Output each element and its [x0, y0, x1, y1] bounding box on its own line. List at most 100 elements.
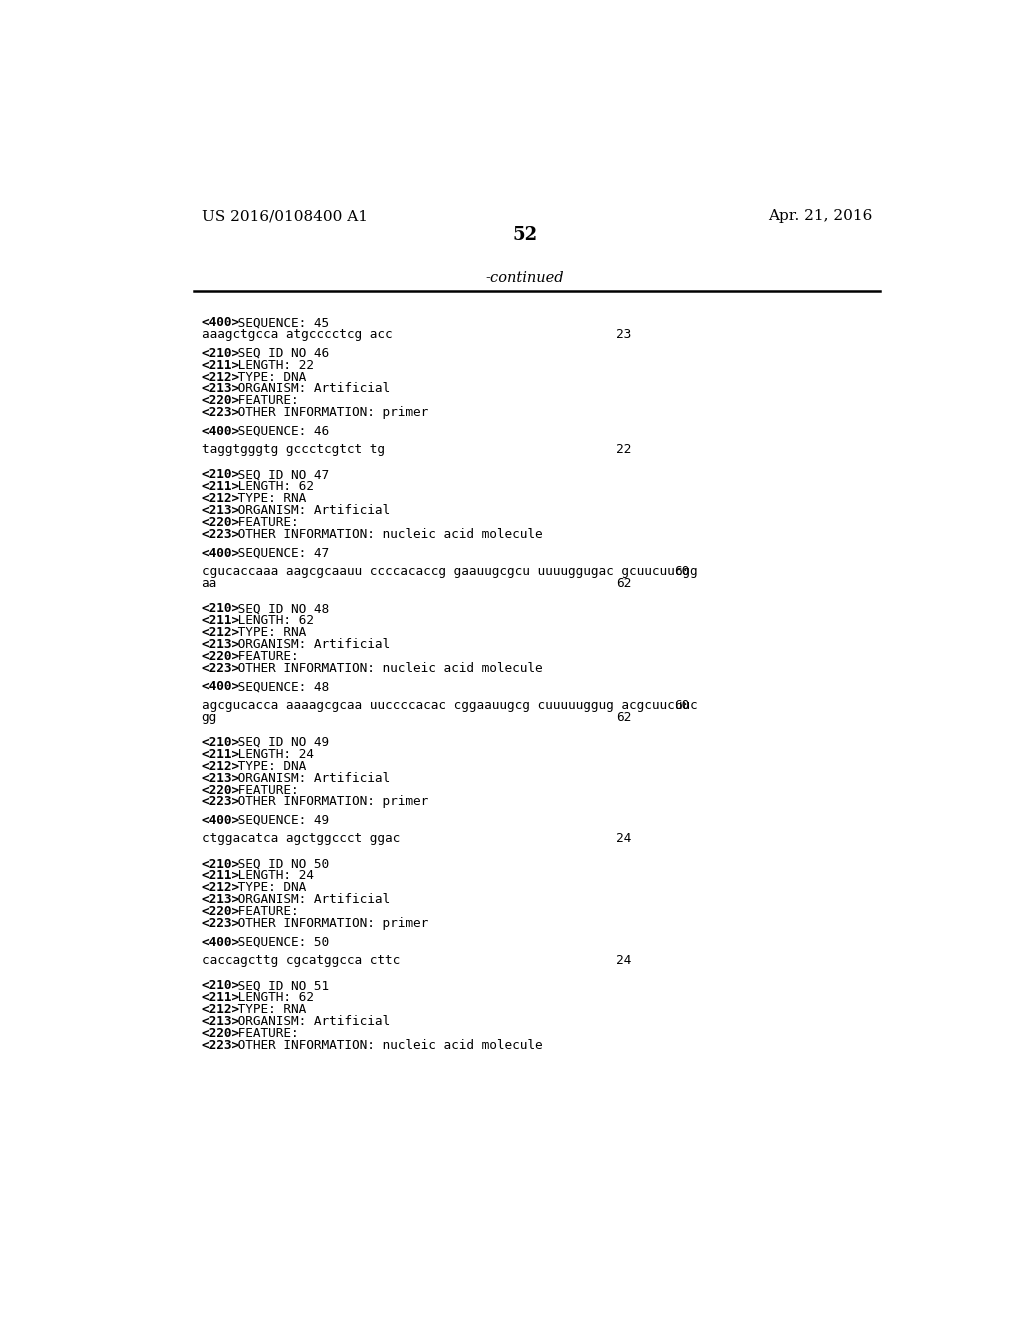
Text: ORGANISM: Artificial: ORGANISM: Artificial — [229, 504, 390, 517]
Text: <213>: <213> — [202, 894, 240, 907]
Text: LENGTH: 62: LENGTH: 62 — [229, 991, 313, 1005]
Text: 60: 60 — [675, 565, 689, 578]
Text: OTHER INFORMATION: nucleic acid molecule: OTHER INFORMATION: nucleic acid molecule — [229, 528, 542, 541]
Text: SEQ ID NO 46: SEQ ID NO 46 — [229, 347, 329, 359]
Text: 62: 62 — [616, 710, 632, 723]
Text: <210>: <210> — [202, 735, 240, 748]
Text: 52: 52 — [512, 227, 538, 244]
Text: <213>: <213> — [202, 383, 240, 396]
Text: ORGANISM: Artificial: ORGANISM: Artificial — [229, 1015, 390, 1028]
Text: LENGTH: 22: LENGTH: 22 — [229, 359, 313, 372]
Text: ORGANISM: Artificial: ORGANISM: Artificial — [229, 772, 390, 784]
Text: SEQUENCE: 47: SEQUENCE: 47 — [229, 546, 329, 560]
Text: <211>: <211> — [202, 870, 240, 883]
Text: <220>: <220> — [202, 649, 240, 663]
Text: SEQUENCE: 46: SEQUENCE: 46 — [229, 425, 329, 438]
Text: <213>: <213> — [202, 638, 240, 651]
Text: <211>: <211> — [202, 614, 240, 627]
Text: <210>: <210> — [202, 979, 240, 993]
Text: <213>: <213> — [202, 504, 240, 517]
Text: TYPE: DNA: TYPE: DNA — [229, 882, 306, 895]
Text: Apr. 21, 2016: Apr. 21, 2016 — [768, 209, 872, 223]
Text: US 2016/0108400 A1: US 2016/0108400 A1 — [202, 209, 368, 223]
Text: FEATURE:: FEATURE: — [229, 906, 298, 919]
Text: <223>: <223> — [202, 407, 240, 420]
Text: <212>: <212> — [202, 492, 240, 506]
Text: <210>: <210> — [202, 602, 240, 615]
Text: LENGTH: 62: LENGTH: 62 — [229, 480, 313, 494]
Text: FEATURE:: FEATURE: — [229, 784, 298, 796]
Text: <210>: <210> — [202, 469, 240, 482]
Text: <213>: <213> — [202, 1015, 240, 1028]
Text: <211>: <211> — [202, 991, 240, 1005]
Text: <400>: <400> — [202, 546, 240, 560]
Text: 22: 22 — [616, 444, 632, 457]
Text: FEATURE:: FEATURE: — [229, 516, 298, 529]
Text: aa: aa — [202, 577, 217, 590]
Text: <220>: <220> — [202, 906, 240, 919]
Text: <400>: <400> — [202, 425, 240, 438]
Text: taggtgggtg gccctcgtct tg: taggtgggtg gccctcgtct tg — [202, 444, 385, 457]
Text: <223>: <223> — [202, 661, 240, 675]
Text: ORGANISM: Artificial: ORGANISM: Artificial — [229, 383, 390, 396]
Text: OTHER INFORMATION: primer: OTHER INFORMATION: primer — [229, 917, 428, 931]
Text: <400>: <400> — [202, 936, 240, 949]
Text: LENGTH: 24: LENGTH: 24 — [229, 870, 313, 883]
Text: 24: 24 — [616, 833, 632, 845]
Text: <212>: <212> — [202, 626, 240, 639]
Text: LENGTH: 24: LENGTH: 24 — [229, 747, 313, 760]
Text: <223>: <223> — [202, 1039, 240, 1052]
Text: TYPE: RNA: TYPE: RNA — [229, 1003, 306, 1016]
Text: OTHER INFORMATION: primer: OTHER INFORMATION: primer — [229, 407, 428, 420]
Text: TYPE: DNA: TYPE: DNA — [229, 759, 306, 772]
Text: agcgucacca aaaagcgcaa uuccccacac cggaauugcg cuuuuuggug acgcuucuuc: agcgucacca aaaagcgcaa uuccccacac cggaauu… — [202, 698, 697, 711]
Text: SEQUENCE: 48: SEQUENCE: 48 — [229, 680, 329, 693]
Text: ORGANISM: Artificial: ORGANISM: Artificial — [229, 894, 390, 907]
Text: <400>: <400> — [202, 317, 240, 329]
Text: <223>: <223> — [202, 796, 240, 808]
Text: FEATURE:: FEATURE: — [229, 649, 298, 663]
Text: aaagctgcca atgcccctcg acc: aaagctgcca atgcccctcg acc — [202, 329, 392, 341]
Text: <220>: <220> — [202, 516, 240, 529]
Text: <212>: <212> — [202, 1003, 240, 1016]
Text: LENGTH: 62: LENGTH: 62 — [229, 614, 313, 627]
Text: OTHER INFORMATION: primer: OTHER INFORMATION: primer — [229, 796, 428, 808]
Text: 23: 23 — [616, 329, 632, 341]
Text: -continued: -continued — [485, 271, 564, 285]
Text: <220>: <220> — [202, 1027, 240, 1040]
Text: <220>: <220> — [202, 784, 240, 796]
Text: SEQ ID NO 48: SEQ ID NO 48 — [229, 602, 329, 615]
Text: OTHER INFORMATION: nucleic acid molecule: OTHER INFORMATION: nucleic acid molecule — [229, 661, 542, 675]
Text: <210>: <210> — [202, 347, 240, 359]
Text: <223>: <223> — [202, 917, 240, 931]
Text: 60: 60 — [675, 698, 689, 711]
Text: caccagcttg cgcatggcca cttc: caccagcttg cgcatggcca cttc — [202, 954, 400, 968]
Text: <213>: <213> — [202, 772, 240, 784]
Text: SEQ ID NO 50: SEQ ID NO 50 — [229, 858, 329, 870]
Text: <400>: <400> — [202, 814, 240, 826]
Text: cgucaccaaa aagcgcaauu ccccacaccg gaauugcgcu uuuuggugac gcuucuucgg: cgucaccaaa aagcgcaauu ccccacaccg gaauugc… — [202, 565, 697, 578]
Text: SEQ ID NO 51: SEQ ID NO 51 — [229, 979, 329, 993]
Text: <211>: <211> — [202, 480, 240, 494]
Text: SEQUENCE: 45: SEQUENCE: 45 — [229, 317, 329, 329]
Text: gg: gg — [202, 710, 217, 723]
Text: <220>: <220> — [202, 395, 240, 408]
Text: ctggacatca agctggccct ggac: ctggacatca agctggccct ggac — [202, 833, 400, 845]
Text: SEQUENCE: 50: SEQUENCE: 50 — [229, 936, 329, 949]
Text: TYPE: RNA: TYPE: RNA — [229, 492, 306, 506]
Text: FEATURE:: FEATURE: — [229, 395, 298, 408]
Text: <400>: <400> — [202, 680, 240, 693]
Text: <212>: <212> — [202, 759, 240, 772]
Text: SEQ ID NO 47: SEQ ID NO 47 — [229, 469, 329, 482]
Text: FEATURE:: FEATURE: — [229, 1027, 298, 1040]
Text: <212>: <212> — [202, 371, 240, 384]
Text: OTHER INFORMATION: nucleic acid molecule: OTHER INFORMATION: nucleic acid molecule — [229, 1039, 542, 1052]
Text: TYPE: DNA: TYPE: DNA — [229, 371, 306, 384]
Text: ORGANISM: Artificial: ORGANISM: Artificial — [229, 638, 390, 651]
Text: <212>: <212> — [202, 882, 240, 895]
Text: SEQ ID NO 49: SEQ ID NO 49 — [229, 735, 329, 748]
Text: <211>: <211> — [202, 359, 240, 372]
Text: 24: 24 — [616, 954, 632, 968]
Text: TYPE: RNA: TYPE: RNA — [229, 626, 306, 639]
Text: <211>: <211> — [202, 747, 240, 760]
